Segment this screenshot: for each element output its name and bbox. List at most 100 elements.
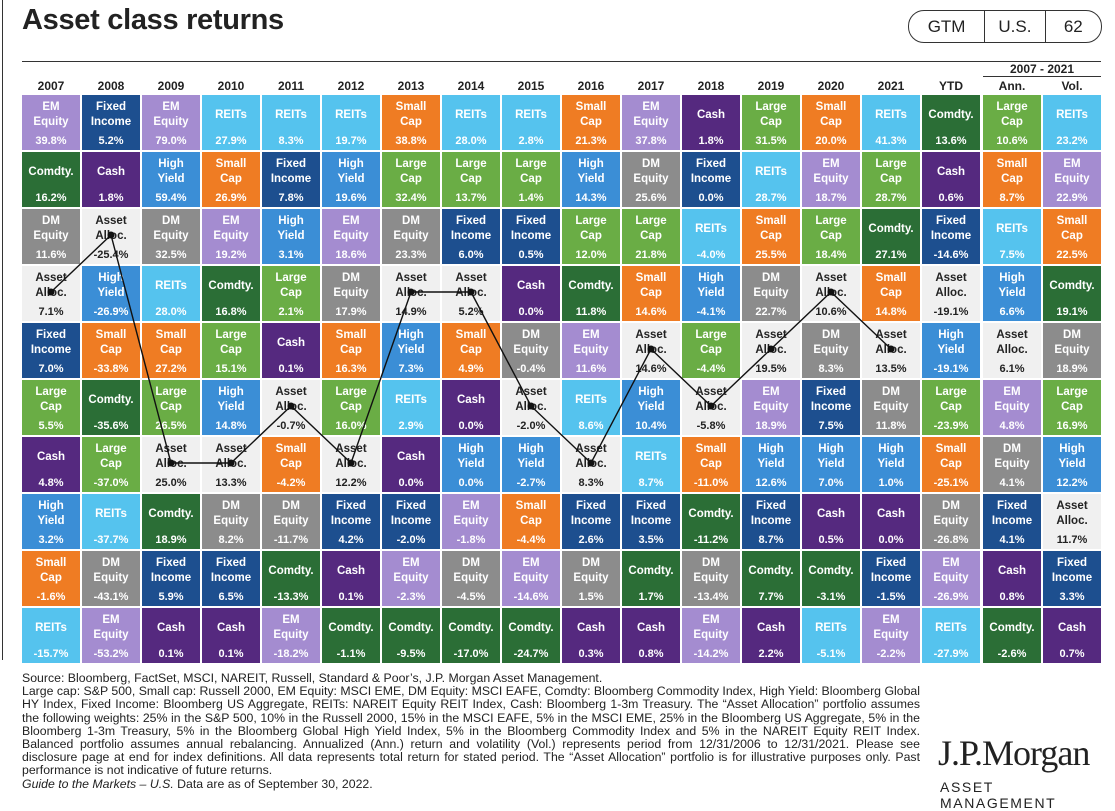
- return-value: 6.6%: [999, 306, 1025, 318]
- asset-label: EM Equity: [573, 329, 609, 356]
- asset-label: Fixed Income: [630, 500, 672, 527]
- return-value: -37.0%: [93, 477, 129, 489]
- return-value: 14.6%: [635, 306, 667, 318]
- return-value: -4.1%: [696, 306, 726, 318]
- cell: EM Equity 4.8%: [983, 380, 1041, 435]
- asset-label: Large Cap: [95, 443, 127, 470]
- cell: EM Equity 39.8%: [22, 95, 80, 150]
- cell: Fixed Income 6.0%: [442, 209, 500, 264]
- cell: Cash 1.8%: [82, 152, 140, 207]
- cell: EM Equity 19.2%: [202, 209, 260, 264]
- cell: Small Cap 4.9%: [442, 323, 500, 378]
- asset-label: REITs: [335, 108, 367, 121]
- cell: Cash 0.1%: [142, 608, 200, 663]
- asset-label: EM Equity: [213, 215, 249, 242]
- cell: Small Cap 22.5%: [1043, 209, 1101, 264]
- column-header: 2007: [37, 79, 65, 93]
- return-value: 4.1%: [999, 534, 1025, 546]
- cell: Asset Alloc. -5.8%: [682, 380, 740, 435]
- cell: Comdty. -24.7%: [502, 608, 560, 663]
- asset-label: Fixed Income: [690, 158, 732, 185]
- asset-label: Cash: [216, 621, 246, 634]
- asset-label: Large Cap: [996, 101, 1028, 128]
- cell: Large Cap 5.5%: [22, 380, 80, 435]
- asset-label: EM Equity: [813, 158, 849, 185]
- return-value: 25.0%: [155, 477, 187, 489]
- return-value: -1.5%: [876, 591, 906, 603]
- return-value: 17.9%: [335, 306, 367, 318]
- cell: High Yield 6.6%: [983, 266, 1041, 321]
- cell: Comdty. 1.7%: [622, 551, 680, 606]
- return-value: 23.3%: [395, 249, 427, 261]
- return-value: 28.7%: [875, 192, 907, 204]
- return-value: 79.0%: [155, 135, 187, 147]
- cell: REITs 19.7%: [322, 95, 380, 150]
- cell: Comdty. 16.2%: [22, 152, 80, 207]
- asset-label: Asset Alloc.: [35, 272, 67, 299]
- cell: Comdty. 18.9%: [142, 494, 200, 549]
- cell: High Yield 7.3%: [382, 323, 440, 378]
- cell: Comdty. 27.1%: [862, 209, 920, 264]
- cell: EM Equity -2.2%: [862, 608, 920, 663]
- return-value: -2.6%: [997, 648, 1027, 660]
- return-value: 6.5%: [218, 591, 244, 603]
- cell: DM Equity -11.7%: [262, 494, 320, 549]
- return-value: -11.0%: [693, 477, 729, 489]
- asset-label: Comdty.: [268, 564, 314, 577]
- asset-label: Cash: [276, 336, 306, 349]
- cell: REITs 41.3%: [862, 95, 920, 150]
- asset-label: Comdty.: [328, 621, 374, 634]
- return-value: 6.1%: [999, 363, 1025, 375]
- asset-label: Asset Alloc.: [1056, 500, 1088, 527]
- return-value: -4.0%: [696, 249, 726, 261]
- asset-label: Comdty.: [148, 507, 194, 520]
- asset-label: Asset Alloc.: [395, 272, 427, 299]
- asset-label: DM Equity: [33, 215, 69, 242]
- cell: DM Equity 1.5%: [562, 551, 620, 606]
- cell: REITs 2.8%: [502, 95, 560, 150]
- return-value: 41.3%: [875, 135, 907, 147]
- cell: High Yield 12.6%: [742, 437, 800, 492]
- cell: Small Cap 14.6%: [622, 266, 680, 321]
- cell: REITs 28.7%: [742, 152, 800, 207]
- return-value: 8.2%: [218, 534, 244, 546]
- return-value: 2.2%: [758, 648, 784, 660]
- asset-label: High Yield: [157, 158, 185, 185]
- return-value: 4.1%: [999, 477, 1025, 489]
- asset-label: Asset Alloc.: [635, 329, 667, 356]
- cell: EM Equity -1.8%: [442, 494, 500, 549]
- return-value: -14.2%: [693, 648, 729, 660]
- return-value: 2.1%: [278, 306, 304, 318]
- span-label: 2007 - 2021: [1009, 62, 1075, 76]
- return-value: -26.9%: [93, 306, 129, 318]
- asset-label: DM Equity: [153, 215, 189, 242]
- cell: High Yield 1.0%: [862, 437, 920, 492]
- cell: REITs 23.2%: [1043, 95, 1101, 150]
- cell: Large Cap 15.1%: [202, 323, 260, 378]
- return-value: 12.2%: [335, 477, 367, 489]
- return-value: 5.9%: [158, 591, 184, 603]
- cell: EM Equity 79.0%: [142, 95, 200, 150]
- asset-label: REITs: [815, 621, 847, 634]
- cell: Large Cap 21.8%: [622, 209, 680, 264]
- return-value: 19.1%: [1056, 306, 1088, 318]
- asset-label: Cash: [516, 279, 546, 292]
- asset-label: REITs: [455, 108, 487, 121]
- asset-label: DM Equity: [273, 500, 309, 527]
- return-value: -5.8%: [696, 420, 726, 432]
- return-value: -14.6%: [513, 591, 549, 603]
- cell: REITs 27.9%: [202, 95, 260, 150]
- return-value: -1.6%: [36, 591, 66, 603]
- return-value: 16.3%: [335, 363, 367, 375]
- cell: DM Equity -43.1%: [82, 551, 140, 606]
- badges: GTM U.S. 62: [908, 10, 1102, 43]
- cell: Asset Alloc. -2.0%: [502, 380, 560, 435]
- asset-label: REITs: [695, 222, 727, 235]
- asset-label: Fixed Income: [90, 101, 132, 128]
- cell: Large Cap 10.6%: [983, 95, 1041, 150]
- asset-label: DM Equity: [813, 329, 849, 356]
- cell: DM Equity 23.3%: [382, 209, 440, 264]
- asset-label: DM Equity: [453, 557, 489, 584]
- return-value: -11.7%: [273, 534, 309, 546]
- return-value: 14.8%: [215, 420, 247, 432]
